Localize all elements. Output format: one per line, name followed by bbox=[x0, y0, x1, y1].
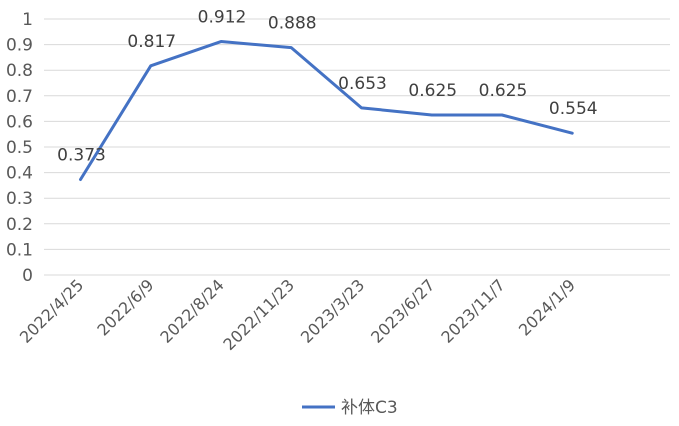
gridlines bbox=[44, 18, 670, 276]
y-tick-label: 1 bbox=[22, 10, 33, 30]
data-label: 0.653 bbox=[338, 74, 387, 94]
x-tick-label: 2024/1/9 bbox=[515, 275, 579, 339]
y-tick-label: 0.9 bbox=[6, 36, 33, 56]
y-axis-ticks: 0 0.1 0.2 0.3 0.4 0.5 0.6 0.7 0.8 0.9 1 bbox=[6, 10, 33, 286]
data-label: 0.373 bbox=[57, 146, 106, 166]
y-tick-label: 0.8 bbox=[6, 61, 33, 81]
x-tick-label: 2022/11/23 bbox=[219, 275, 298, 354]
y-tick-label: 0.5 bbox=[6, 138, 33, 158]
data-label: 0.888 bbox=[268, 14, 317, 34]
legend: 补体C3 bbox=[302, 398, 398, 418]
data-labels: 0.373 0.817 0.912 0.888 0.653 0.625 0.625 0.554 bbox=[57, 8, 597, 166]
x-tick-label: 2022/4/25 bbox=[16, 275, 87, 346]
data-label: 0.625 bbox=[408, 81, 457, 101]
legend-label: 补体C3 bbox=[341, 398, 398, 418]
x-tick-label: 2022/6/9 bbox=[93, 275, 157, 339]
x-tick-label: 2022/8/24 bbox=[156, 275, 227, 346]
x-tick-label: 2023/6/27 bbox=[367, 275, 438, 346]
data-label: 0.912 bbox=[198, 8, 247, 28]
y-tick-label: 0.6 bbox=[6, 112, 33, 132]
x-tick-label: 2023/11/7 bbox=[437, 275, 508, 346]
x-tick-label: 2023/3/23 bbox=[297, 275, 368, 346]
data-label: 0.554 bbox=[549, 99, 598, 119]
y-tick-label: 0.2 bbox=[6, 215, 33, 235]
data-label: 0.625 bbox=[479, 81, 528, 101]
x-axis-ticks: 2022/4/25 2022/6/92022/8/242022/11/232023… bbox=[16, 275, 579, 354]
y-tick-label: 0 bbox=[22, 266, 33, 286]
y-tick-label: 0.4 bbox=[6, 164, 33, 184]
y-tick-label: 0.7 bbox=[6, 87, 33, 107]
y-tick-label: 0.1 bbox=[6, 240, 33, 260]
y-tick-label: 0.3 bbox=[6, 189, 33, 209]
series-line-c3 bbox=[79, 40, 574, 182]
data-label: 0.817 bbox=[127, 32, 176, 52]
